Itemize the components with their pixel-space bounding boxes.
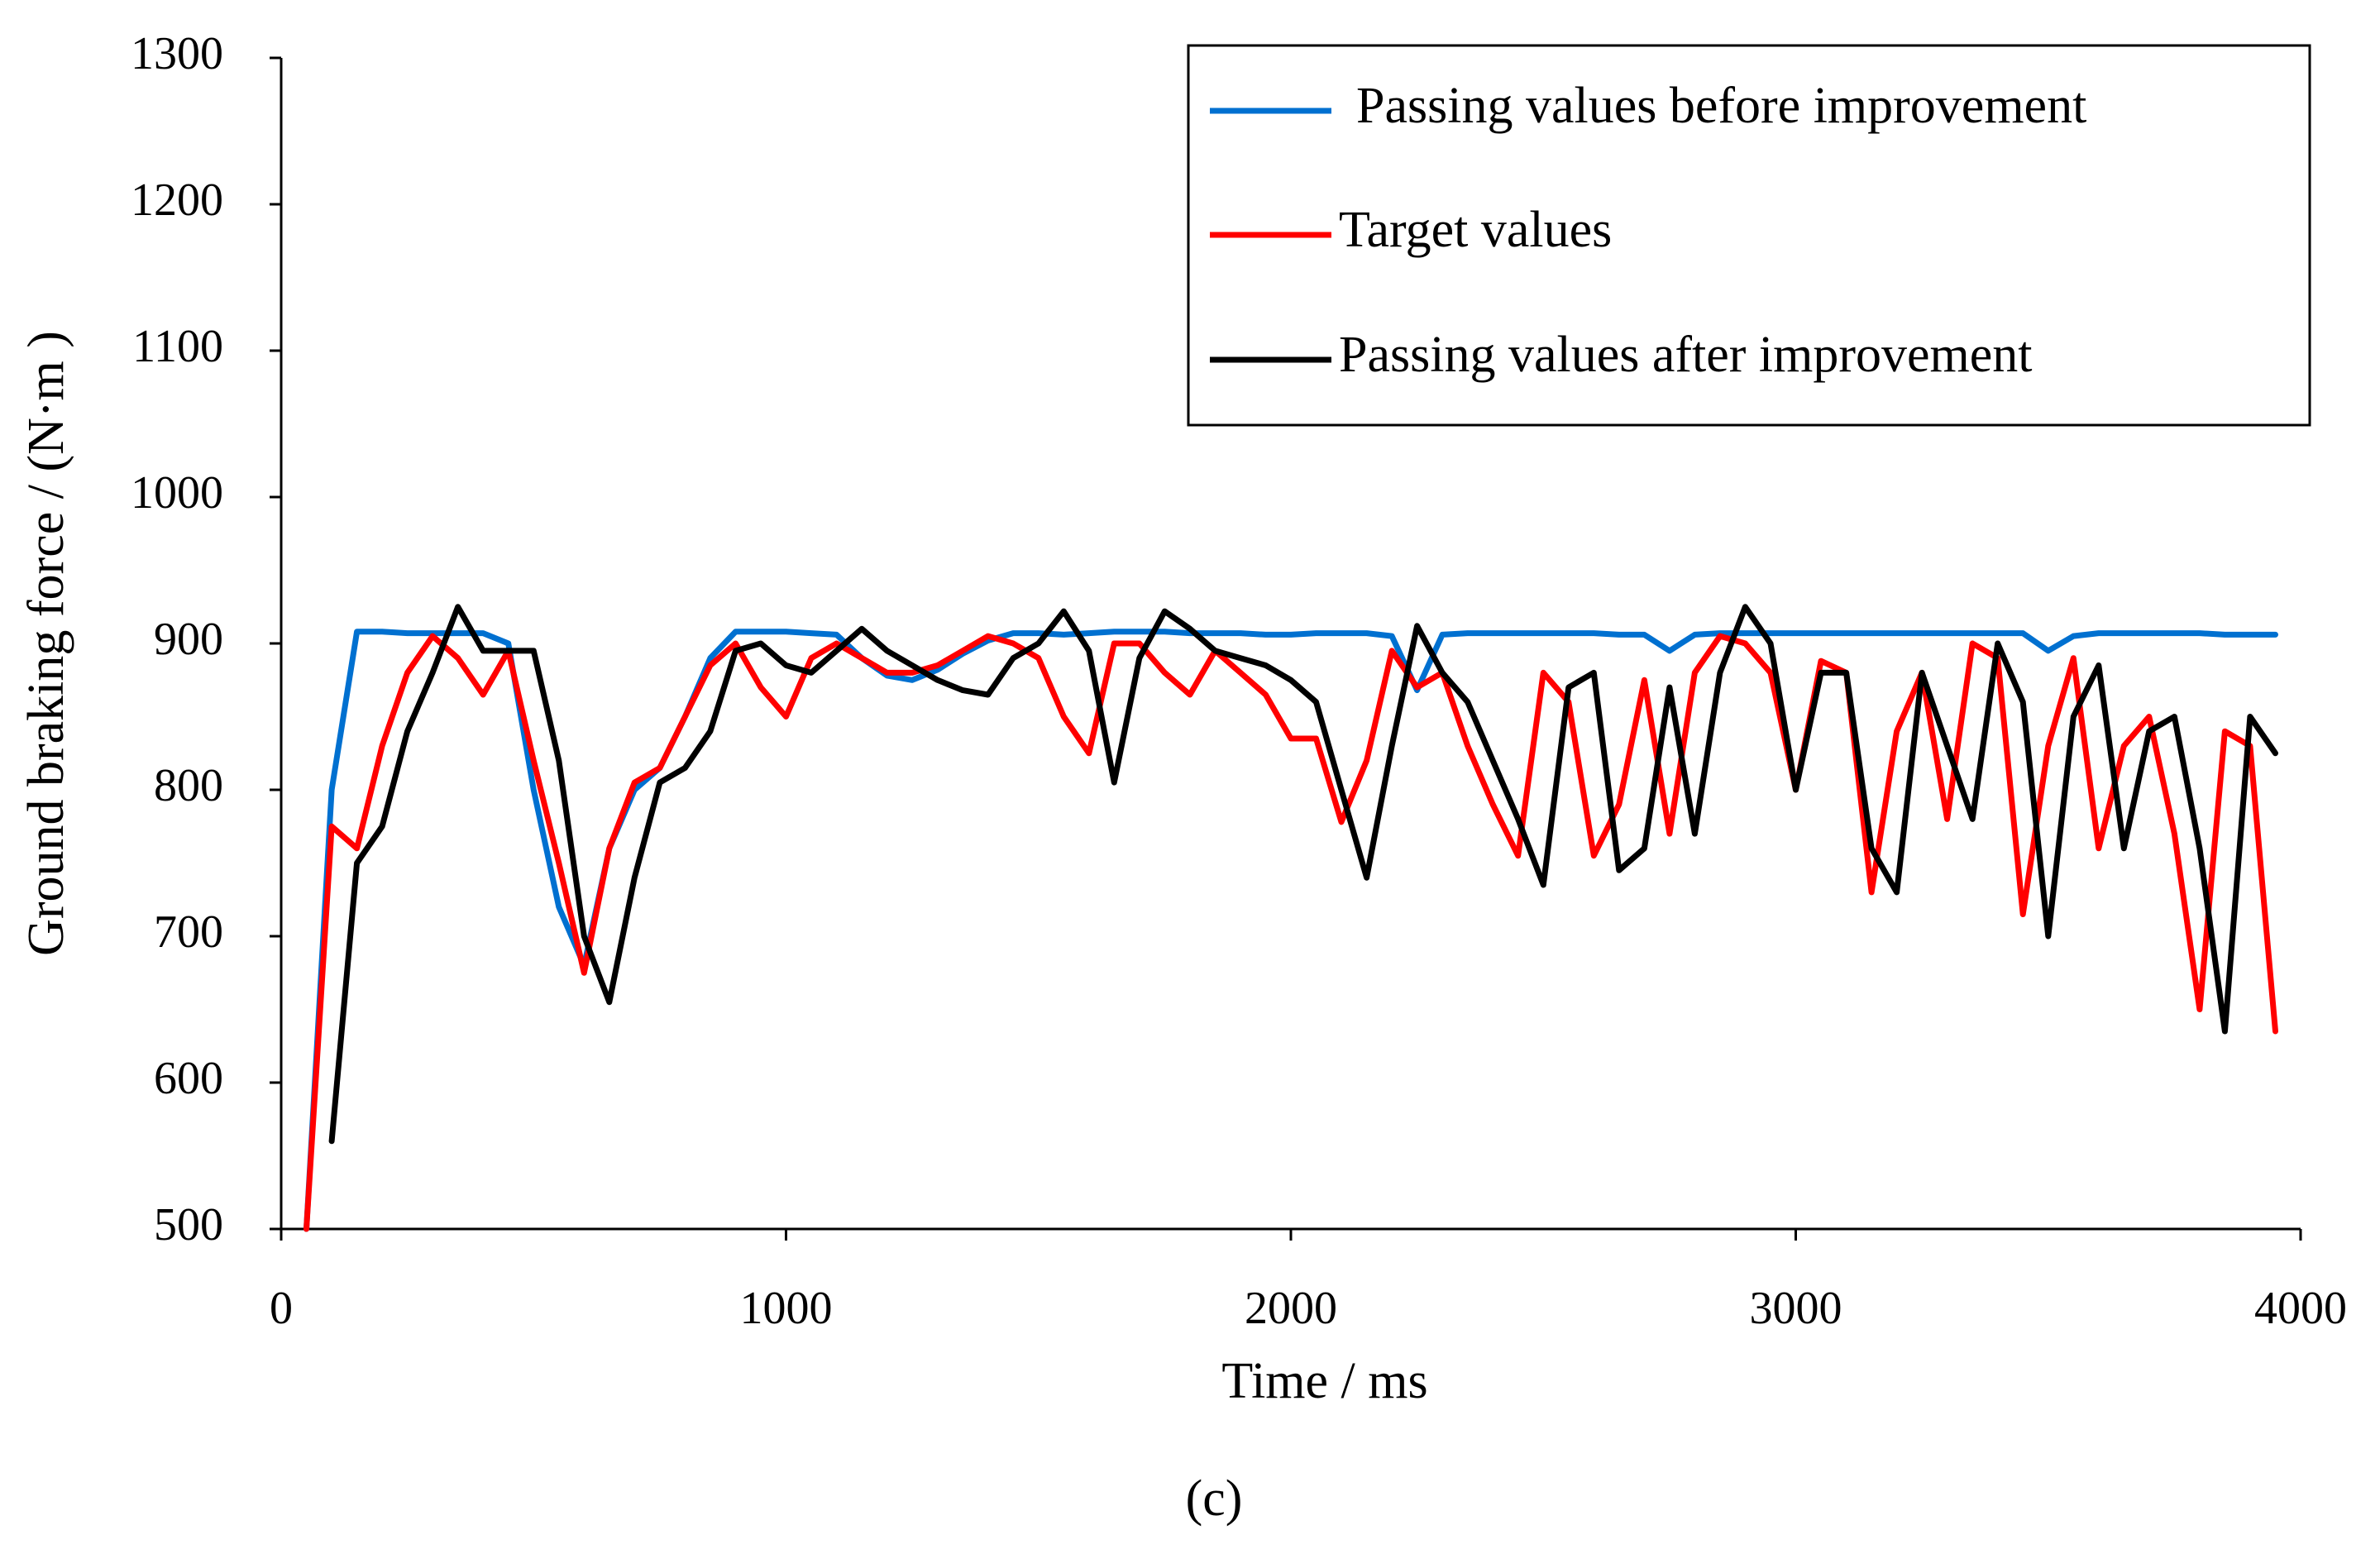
x-tick-label: 1000: [740, 1283, 833, 1334]
y-tick-label: 800: [154, 760, 223, 811]
x-tick-label: 0: [270, 1283, 293, 1334]
y-tick-label: 900: [154, 614, 223, 665]
series-line: [328, 604, 2278, 1145]
legend-label: Target values: [1339, 202, 1612, 258]
y-tick-label: 1000: [131, 467, 223, 519]
legend-label: Passing values after improvement: [1339, 327, 2033, 383]
x-tick-label: 2000: [1245, 1283, 1337, 1334]
legend-box: [1187, 44, 2311, 427]
caption: (c): [1186, 1470, 1243, 1527]
legend-label: Passing values before improvement: [1356, 78, 2086, 134]
y-tick-label: 1100: [132, 321, 223, 372]
x-tick-label: 4000: [2254, 1283, 2347, 1334]
y-axis-label: Ground braking force / (N·m ): [18, 331, 74, 956]
y-tick-label: 700: [154, 906, 223, 958]
y-tick-label: 600: [154, 1053, 223, 1104]
y-tick-label: 500: [154, 1199, 223, 1250]
y-tick-label: 1300: [131, 28, 223, 79]
x-tick-label: 3000: [1750, 1283, 1842, 1334]
y-tick-label: 1200: [131, 175, 223, 226]
series-line: [303, 629, 2278, 1232]
series-line: [303, 633, 2278, 1232]
x-axis-label: Time / ms: [1221, 1353, 1427, 1409]
